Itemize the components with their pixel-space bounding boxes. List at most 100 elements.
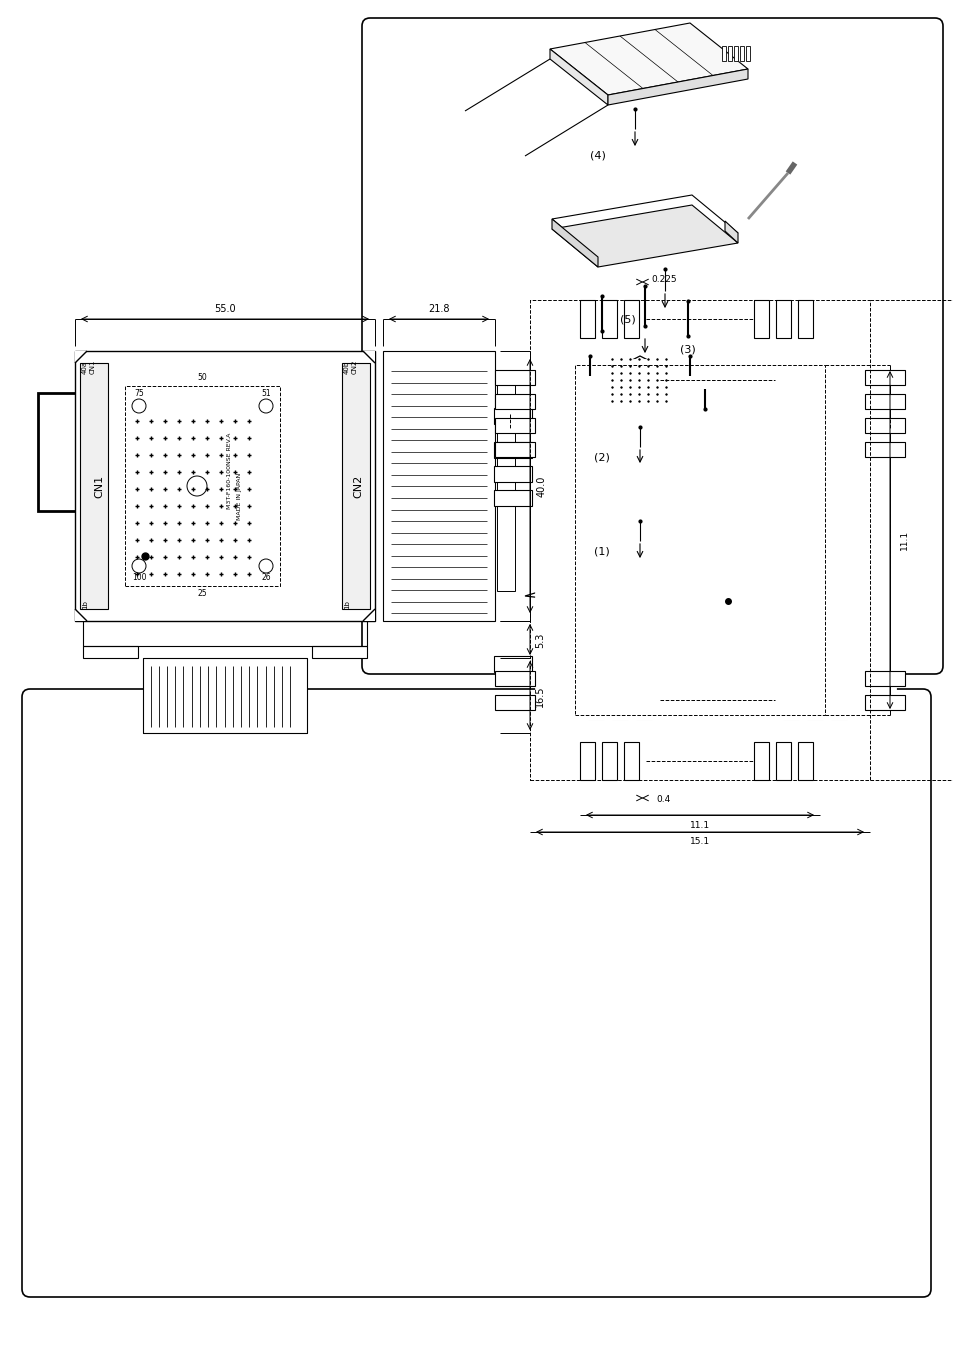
Bar: [797, 300, 812, 338]
Bar: [850, 490, 888, 507]
Text: 40a: 40a: [82, 361, 88, 374]
Polygon shape: [552, 205, 738, 267]
FancyBboxPatch shape: [361, 18, 942, 674]
Bar: [681, 469, 690, 478]
Polygon shape: [607, 69, 747, 105]
Bar: [601, 300, 617, 338]
FancyBboxPatch shape: [22, 689, 930, 1297]
Text: 55.0: 55.0: [214, 304, 235, 313]
Bar: [864, 394, 904, 409]
Bar: [579, 742, 595, 780]
Bar: [864, 694, 904, 711]
Text: 50: 50: [197, 373, 207, 382]
Bar: [830, 361, 846, 399]
Polygon shape: [552, 219, 598, 267]
Bar: [579, 300, 595, 338]
Polygon shape: [745, 46, 749, 61]
Bar: [494, 408, 532, 424]
Bar: [494, 657, 532, 671]
Bar: [575, 365, 824, 715]
Text: 0.4: 0.4: [657, 796, 670, 804]
Bar: [143, 658, 307, 734]
Bar: [494, 466, 532, 482]
Text: M3T-F160-100NSE REV.A: M3T-F160-100NSE REV.A: [227, 432, 233, 509]
Bar: [598, 469, 681, 511]
Polygon shape: [740, 46, 743, 61]
Bar: [775, 742, 790, 780]
Bar: [125, 386, 280, 586]
Polygon shape: [597, 367, 682, 399]
Bar: [636, 361, 651, 399]
Bar: [782, 681, 799, 719]
Polygon shape: [75, 351, 87, 363]
Bar: [636, 681, 651, 719]
Bar: [495, 671, 535, 686]
Bar: [612, 361, 627, 399]
Bar: [864, 370, 904, 385]
Bar: [536, 359, 894, 719]
Bar: [623, 742, 639, 780]
Text: 75: 75: [134, 389, 144, 399]
Bar: [753, 742, 768, 780]
Bar: [830, 681, 846, 719]
Bar: [587, 681, 603, 719]
Bar: [80, 363, 108, 609]
Text: 1b: 1b: [344, 601, 350, 609]
Text: 40b: 40b: [344, 361, 350, 374]
Text: MADE IN JAPAN: MADE IN JAPAN: [237, 473, 242, 520]
Bar: [494, 490, 532, 507]
Polygon shape: [733, 46, 738, 61]
Text: 1b: 1b: [82, 601, 88, 609]
Bar: [864, 671, 904, 686]
Bar: [631, 459, 647, 469]
Polygon shape: [639, 384, 695, 423]
Bar: [382, 351, 495, 621]
Text: 51: 51: [261, 389, 271, 399]
Polygon shape: [584, 357, 695, 411]
Polygon shape: [550, 23, 747, 95]
Polygon shape: [550, 49, 607, 105]
Bar: [497, 381, 515, 590]
Text: CN2: CN2: [353, 474, 363, 497]
Bar: [587, 361, 603, 399]
Bar: [864, 417, 904, 434]
Text: (2): (2): [594, 453, 609, 462]
Text: 15.1: 15.1: [689, 838, 709, 847]
Text: 25: 25: [197, 589, 207, 598]
Text: (5): (5): [619, 313, 636, 324]
Bar: [588, 469, 598, 478]
Bar: [850, 466, 888, 482]
Polygon shape: [584, 384, 639, 423]
Bar: [582, 408, 846, 671]
Text: 40.0: 40.0: [537, 476, 546, 497]
Bar: [850, 408, 888, 424]
Bar: [75, 351, 375, 621]
Bar: [850, 442, 888, 458]
Text: (1): (1): [594, 546, 609, 557]
Bar: [797, 742, 812, 780]
Bar: [775, 300, 790, 338]
Polygon shape: [363, 351, 375, 363]
Polygon shape: [524, 569, 764, 613]
Bar: [494, 442, 532, 458]
Polygon shape: [363, 609, 375, 621]
Polygon shape: [552, 195, 738, 257]
Bar: [806, 361, 822, 399]
Bar: [312, 646, 367, 658]
Bar: [495, 394, 535, 409]
Bar: [588, 503, 598, 511]
Bar: [83, 646, 138, 658]
Bar: [623, 300, 639, 338]
Bar: [806, 681, 822, 719]
Bar: [38, 393, 346, 511]
Text: 0.225: 0.225: [651, 276, 676, 285]
Text: 26: 26: [261, 574, 271, 582]
Text: (3): (3): [679, 345, 695, 354]
Polygon shape: [727, 46, 731, 61]
Text: (4): (4): [590, 151, 605, 161]
Bar: [536, 359, 894, 719]
Text: 100: 100: [132, 574, 146, 582]
Bar: [864, 442, 904, 457]
Bar: [850, 657, 888, 671]
Text: CN1: CN1: [90, 359, 96, 374]
